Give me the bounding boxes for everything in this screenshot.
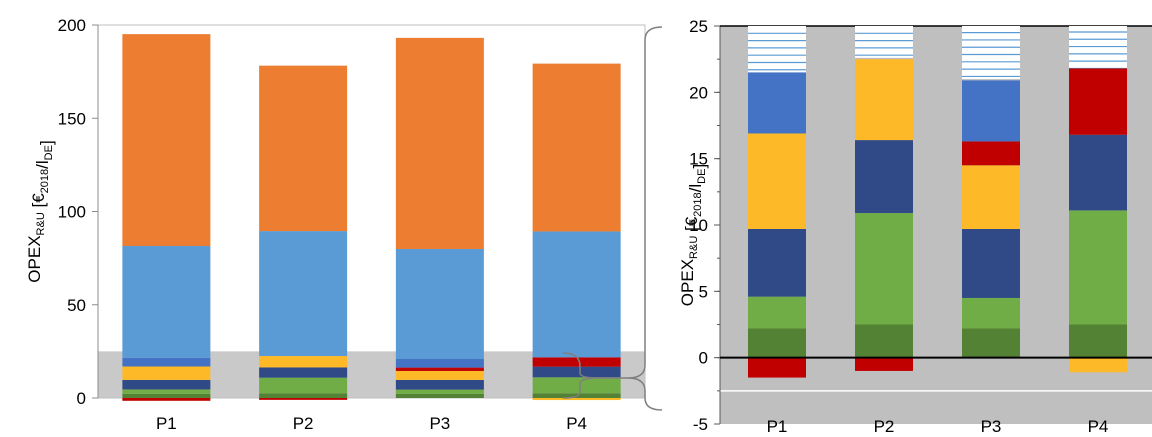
bar-segment xyxy=(122,34,211,247)
bar-segment xyxy=(962,328,1020,358)
y-axis-label-part: [€ xyxy=(682,216,701,235)
bar-segment xyxy=(122,357,211,367)
y-tick-label: 20 xyxy=(689,83,708,102)
bar-segment xyxy=(962,165,1020,229)
y-axis-label-part: R&U xyxy=(688,236,700,259)
bar-segment xyxy=(748,72,806,134)
bar-segment xyxy=(748,296,806,329)
zoom-bracket xyxy=(562,26,663,411)
bar-segment xyxy=(259,367,348,378)
bar-segment xyxy=(395,389,484,394)
bar-segment xyxy=(748,328,806,358)
bar-segment xyxy=(122,389,211,394)
bar-overflow-column xyxy=(962,26,1020,80)
x-tick-label: P4 xyxy=(1088,417,1109,436)
bar-overflow-column xyxy=(855,26,913,58)
y-axis-label-part: DE xyxy=(696,169,708,184)
y-axis-label-part: ] xyxy=(37,140,56,145)
y-axis-label: OPEXR&U [€2018/lDE] xyxy=(678,164,709,306)
bar-segment xyxy=(395,359,484,368)
bar-segment xyxy=(395,379,484,390)
y-axis-label-part: DE xyxy=(43,145,55,160)
bar-segment-negative xyxy=(1069,357,1127,373)
bar-segment xyxy=(395,367,484,371)
y-axis-label-part: /l xyxy=(33,160,52,169)
bar-segment-negative xyxy=(259,398,348,400)
bar-segment-negative xyxy=(748,357,806,378)
bar-segment xyxy=(748,228,806,297)
y-axis-label-part: [€ xyxy=(29,193,48,212)
y-tick-label: 100 xyxy=(58,203,86,222)
x-tick-label: P3 xyxy=(429,414,450,433)
y-tick-label: -5 xyxy=(693,415,708,434)
bar-overflow-column xyxy=(1069,26,1127,72)
bar-segment xyxy=(259,356,348,368)
y-tick-label: 10 xyxy=(689,216,708,235)
bar-segment xyxy=(532,377,621,394)
bar-segment xyxy=(259,393,348,398)
y-axis-label-part: R&U xyxy=(35,212,47,235)
bar-segment xyxy=(855,59,913,141)
bar-segment xyxy=(855,324,913,358)
bar-segment xyxy=(1069,68,1127,135)
bar-segment xyxy=(532,357,621,367)
bar-segment xyxy=(395,248,484,360)
y-axis-label-part: 2018 xyxy=(39,169,51,193)
y-tick-label: 15 xyxy=(689,150,708,169)
bar-segment xyxy=(259,231,348,357)
y-axis-label-part: OPEX xyxy=(678,259,697,306)
bar-segment-negative xyxy=(855,357,913,371)
y-tick-label: 50 xyxy=(67,296,86,315)
bar-segment xyxy=(1069,210,1127,325)
x-tick-label: P1 xyxy=(767,417,788,436)
bar-segment xyxy=(532,63,621,232)
bar-segment-negative xyxy=(122,398,211,401)
bar-segment xyxy=(259,377,348,394)
bar-segment xyxy=(962,297,1020,329)
bar-segment xyxy=(122,393,211,398)
bar-segment xyxy=(748,133,806,229)
y-tick-label: 150 xyxy=(58,109,86,128)
right-chart: -5 0 5 10 15 20 25 P1 P2 P3 P4 OPEXR&U [€2018/lDE] xyxy=(678,17,1152,436)
x-tick-label: P2 xyxy=(293,414,314,433)
bar-segment-negative xyxy=(532,398,621,401)
y-tick-label: 200 xyxy=(58,16,86,35)
bar-segment xyxy=(962,228,1020,298)
bar-segment xyxy=(532,366,621,378)
y-tick-label: 5 xyxy=(699,282,708,301)
x-tick-label: P1 xyxy=(156,414,177,433)
bar-segment xyxy=(532,231,621,358)
bar-segment xyxy=(395,37,484,249)
bar-segment xyxy=(855,213,913,325)
bar-segment xyxy=(395,393,484,398)
y-tick-label: 0 xyxy=(699,349,708,368)
y-axis-label-part: OPEX xyxy=(25,235,44,282)
bar-segment xyxy=(122,246,211,358)
bar-segment xyxy=(395,370,484,380)
bar-segment xyxy=(1069,324,1127,358)
bar-segment xyxy=(855,140,913,214)
bar-segment xyxy=(259,65,348,232)
bar-segment xyxy=(122,379,211,390)
bar-segment xyxy=(962,80,1020,142)
y-axis-label-part: 2018 xyxy=(692,192,704,216)
y-tick-label: 25 xyxy=(689,17,708,36)
x-tick-label: P4 xyxy=(566,414,587,433)
y-axis-label: OPEXR&U [€2018/lDE] xyxy=(25,140,56,282)
x-tick-label: P3 xyxy=(981,417,1002,436)
bar-segment xyxy=(1069,134,1127,211)
bar-segment xyxy=(122,366,211,380)
bar-segment xyxy=(962,141,1020,166)
left-chart: 0 50 100 150 200 P1 P2 P3 P4 OPEXR&U [€2018/lDE] xyxy=(25,16,646,433)
y-axis-label-part: /l xyxy=(686,184,705,193)
y-axis-label-part: ] xyxy=(690,164,709,169)
y-tick-label: 0 xyxy=(77,389,86,408)
x-tick-label: P2 xyxy=(874,417,895,436)
